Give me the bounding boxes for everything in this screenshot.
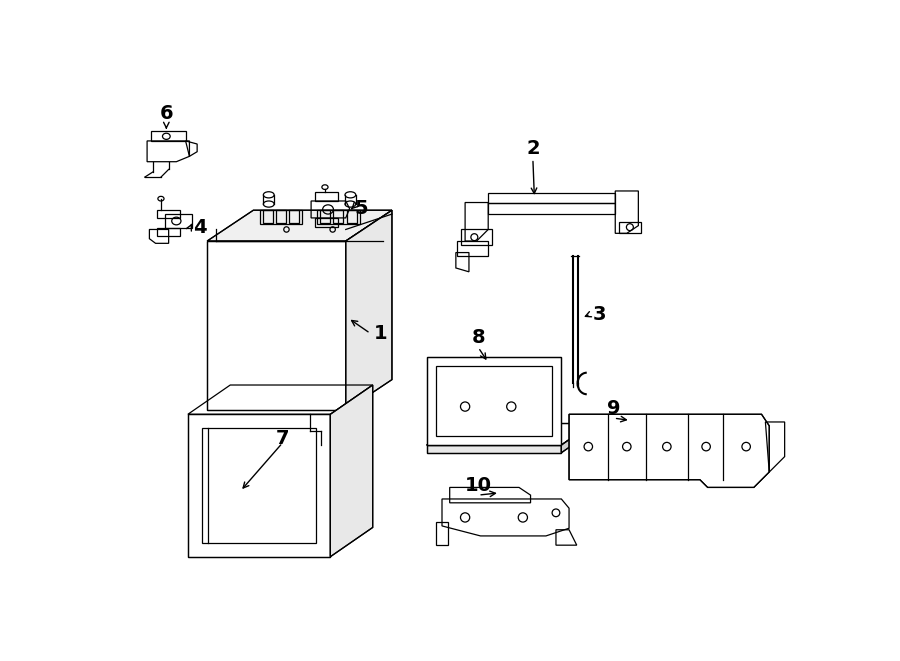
Polygon shape <box>207 241 346 410</box>
Polygon shape <box>427 424 592 445</box>
Polygon shape <box>207 210 392 241</box>
Polygon shape <box>427 356 562 445</box>
Polygon shape <box>330 385 373 557</box>
Text: 5: 5 <box>355 199 368 218</box>
Text: 9: 9 <box>607 399 620 418</box>
Text: 6: 6 <box>159 104 173 124</box>
Polygon shape <box>346 210 392 410</box>
Text: 8: 8 <box>472 328 485 347</box>
Text: 2: 2 <box>526 139 540 158</box>
Polygon shape <box>562 424 592 453</box>
Text: 4: 4 <box>193 217 206 237</box>
Text: 3: 3 <box>593 305 607 324</box>
Polygon shape <box>569 414 770 487</box>
Text: 7: 7 <box>276 430 290 448</box>
Polygon shape <box>427 445 562 453</box>
Polygon shape <box>188 414 330 557</box>
Text: 1: 1 <box>374 324 387 343</box>
Text: 10: 10 <box>464 477 491 495</box>
